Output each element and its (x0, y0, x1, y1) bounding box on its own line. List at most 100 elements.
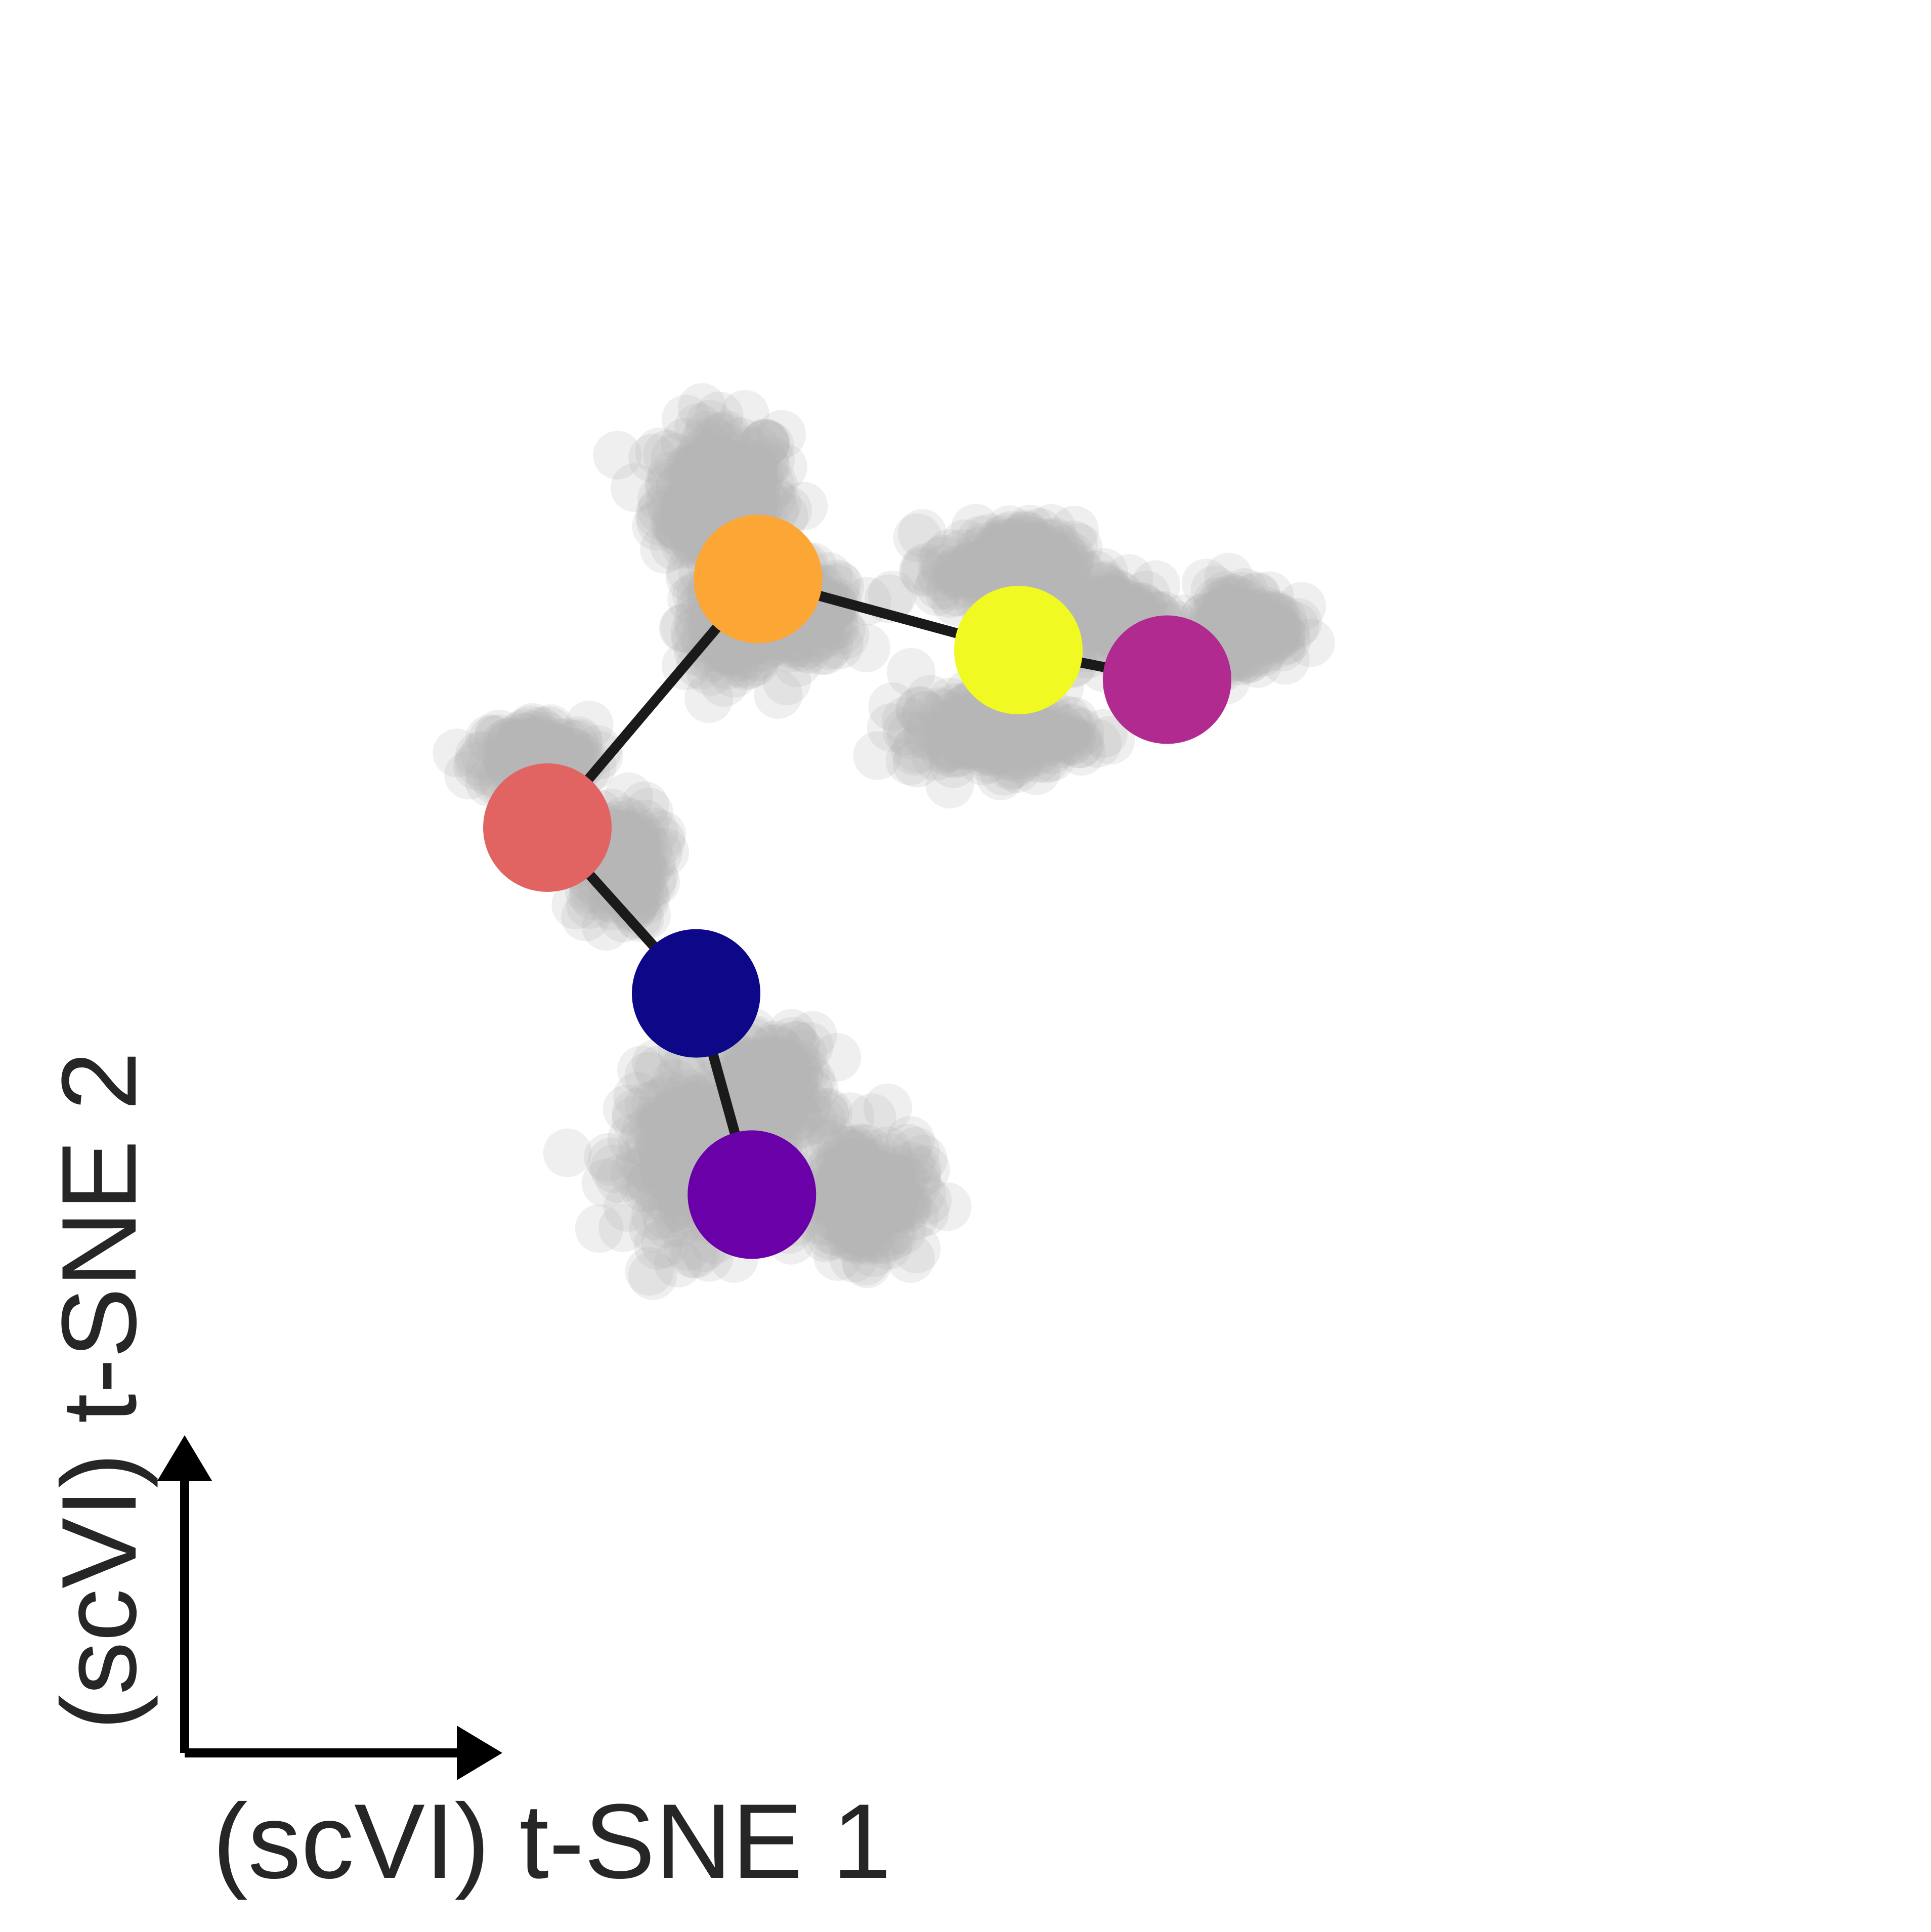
cell-point (754, 1034, 803, 1083)
cell-point (934, 545, 983, 594)
cell-point (760, 1038, 809, 1087)
cell-point (1006, 712, 1055, 761)
cell-point (957, 697, 1006, 746)
cell-point (983, 532, 1032, 581)
cell-point (1257, 618, 1306, 667)
cell-point (915, 687, 964, 736)
cell-point (1217, 586, 1266, 635)
cell-point (1223, 605, 1272, 654)
cell-point (1071, 588, 1121, 637)
cell-point (644, 1104, 693, 1153)
cell-point (1093, 578, 1141, 627)
cell-point (919, 689, 968, 738)
cell-point (927, 562, 976, 611)
cell-point (705, 474, 754, 523)
cell-point (939, 529, 988, 578)
cell-point (921, 544, 970, 593)
cell-point (861, 1155, 910, 1204)
cell-point (454, 738, 503, 787)
cell-point (608, 884, 657, 933)
cell-point (634, 1045, 683, 1094)
cell-point (844, 1159, 893, 1208)
cell-point (1080, 561, 1129, 610)
cell-point (976, 544, 1025, 593)
cell-point (659, 490, 708, 539)
cell-point (814, 1157, 863, 1206)
cell-point (840, 1189, 889, 1238)
cell-point (715, 474, 764, 523)
cell-point (981, 542, 1030, 591)
cell-point (1003, 703, 1052, 752)
cell-point (1219, 603, 1268, 652)
cell-point (829, 1192, 878, 1241)
cell-point (798, 611, 847, 660)
cell-point (575, 1204, 624, 1253)
cell-point (1085, 570, 1134, 618)
cell-point (1217, 572, 1266, 621)
cell-point (1250, 590, 1299, 639)
cell-point (892, 1152, 941, 1201)
cell-point (636, 497, 685, 546)
cell-point (1011, 544, 1060, 593)
cell-point (856, 1157, 906, 1206)
cell-point (817, 1125, 866, 1174)
cell-point (835, 1137, 884, 1186)
cell-point (804, 1197, 853, 1247)
cell-point (867, 703, 916, 752)
cell-point (1011, 727, 1060, 777)
cell-point (1237, 593, 1286, 642)
cell-point (810, 1192, 859, 1241)
cell-point (733, 1059, 782, 1108)
cell-point (536, 718, 585, 767)
cell-point (663, 1222, 712, 1271)
cell-point (964, 539, 1013, 588)
cell-point (990, 740, 1039, 789)
cell-point (627, 1161, 676, 1209)
cell-point (713, 432, 762, 481)
cell-point (811, 601, 860, 650)
cell-point (974, 523, 1023, 572)
cell-point (1090, 585, 1139, 634)
cell-point (1225, 634, 1274, 683)
cell-point (554, 719, 603, 768)
cell-point (676, 640, 725, 690)
trajectory-node (483, 763, 612, 892)
cell-point (672, 493, 721, 542)
cell-point (1027, 550, 1076, 599)
cell-point (669, 443, 718, 492)
cell-point (1006, 504, 1054, 553)
cell-point (1221, 606, 1270, 655)
cell-point (789, 1096, 838, 1145)
cell-point (1030, 544, 1079, 593)
cell-point (601, 809, 650, 858)
cell-point (628, 1251, 677, 1300)
cell-point (825, 1204, 874, 1253)
cell-point (951, 503, 1000, 552)
cell-point (468, 715, 517, 764)
cell-point (639, 1140, 689, 1189)
cell-point (629, 1205, 677, 1254)
cell-point (808, 1207, 857, 1256)
cell-point (507, 723, 556, 772)
cell-point (833, 1159, 882, 1208)
cell-point (1042, 557, 1091, 606)
cell-point (893, 513, 942, 562)
cell-point (747, 474, 796, 523)
cell-point (1023, 525, 1072, 574)
cell-point (1029, 543, 1078, 592)
cell-point (860, 1215, 909, 1264)
cell-point (863, 1083, 912, 1132)
cell-point (817, 1194, 866, 1243)
cell-point (837, 1169, 886, 1218)
cell-point (940, 705, 989, 754)
cell-point (569, 872, 618, 921)
cell-point (862, 1162, 911, 1211)
cell-point (764, 1045, 813, 1094)
cell-point (629, 851, 678, 900)
cell-point (757, 1058, 806, 1107)
cell-point (778, 623, 827, 672)
cell-point (881, 1185, 930, 1234)
cell-point (683, 410, 732, 459)
cell-point (704, 468, 753, 517)
cell-point (743, 1077, 792, 1126)
